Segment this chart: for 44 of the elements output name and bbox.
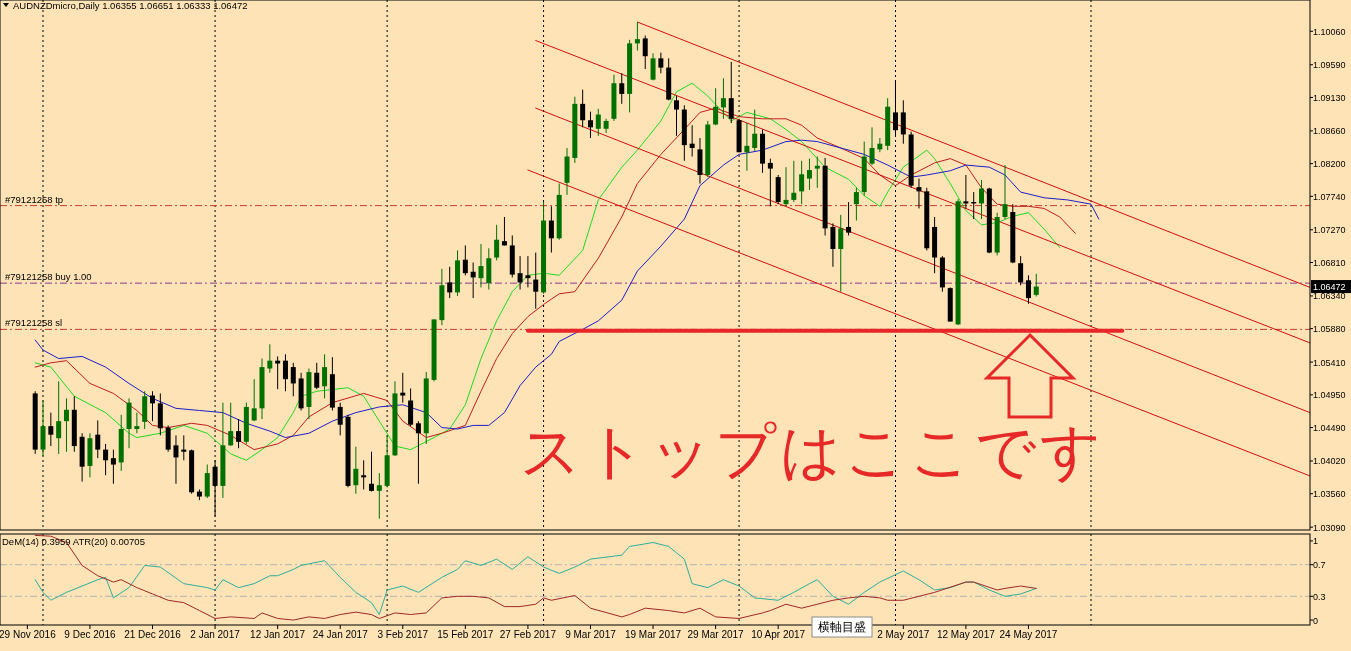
y-tick-label: 1.09590 bbox=[1313, 60, 1346, 71]
x-tick-label: 29 Mar 2017 bbox=[687, 629, 745, 640]
x-tick-label: 27 Feb 2017 bbox=[499, 629, 557, 640]
x-tick-label: 2 Jan 2017 bbox=[190, 629, 241, 640]
y-tick-label: 1.10060 bbox=[1313, 26, 1346, 37]
y-tick-label: 0.7 bbox=[1313, 560, 1326, 571]
ref-line-label: #79121258 sl bbox=[5, 317, 63, 329]
x-tick-label: 3 Feb 2017 bbox=[377, 629, 429, 640]
y-tick-label: 1.07270 bbox=[1313, 225, 1346, 236]
y-tick-label: 1.04490 bbox=[1313, 423, 1346, 434]
x-tick-label: 9 Dec 2016 bbox=[64, 629, 116, 640]
x-tick-label: 19 Mar 2017 bbox=[624, 629, 682, 640]
y-tick-label: 0.3 bbox=[1313, 591, 1326, 602]
y-tick-label: 1.06340 bbox=[1313, 291, 1346, 302]
x-tick-label: 2 May 2017 bbox=[877, 629, 930, 640]
annotation: 1.06472 bbox=[1313, 282, 1346, 293]
chart-title: AUDNZDmicro,Daily 1.06355 1.06651 1.06333 1.06472 bbox=[13, 0, 248, 11]
annotation: 横軸目盛 bbox=[818, 620, 866, 634]
x-tick-label: 10 Apr 2017 bbox=[751, 629, 806, 640]
y-tick-label: 1.05880 bbox=[1313, 324, 1346, 335]
chart-title: DeM(14) 0.3959 ATR(20) 0.00705 bbox=[2, 536, 145, 547]
ref-line-label: #79121258 tp bbox=[5, 193, 64, 205]
annotation: ストップはここです bbox=[520, 419, 1105, 485]
x-tick-label: 24 Jan 2017 bbox=[312, 629, 369, 640]
y-tick-label: 0 bbox=[1313, 615, 1319, 626]
x-tick-label: 12 May 2017 bbox=[936, 629, 996, 640]
x-tick-label: 9 Mar 2017 bbox=[565, 629, 617, 640]
x-tick-label: 21 Dec 2016 bbox=[124, 629, 182, 640]
y-tick-label: 1.09130 bbox=[1313, 92, 1346, 103]
x-tick-label: 15 Feb 2017 bbox=[437, 629, 494, 640]
x-tick-label: 12 Jan 2017 bbox=[250, 629, 306, 640]
y-tick-label: 1.05410 bbox=[1313, 357, 1346, 368]
x-tick-label: 24 May 2017 bbox=[999, 629, 1058, 640]
y-tick-label: 1.03090 bbox=[1313, 522, 1346, 533]
y-tick-label: 1.07740 bbox=[1313, 191, 1346, 202]
y-tick-label: 1.08660 bbox=[1313, 126, 1346, 137]
x-tick-label: 29 Nov 2016 bbox=[0, 629, 57, 640]
y-tick-label: 1.04950 bbox=[1313, 390, 1346, 401]
ref-line-label: #79121258 buy 1.00 bbox=[5, 271, 92, 283]
y-tick-label: 1.04020 bbox=[1313, 456, 1346, 467]
y-tick-label: 1.03560 bbox=[1313, 489, 1346, 500]
y-tick-label: 1.08200 bbox=[1313, 159, 1346, 170]
y-tick-label: 1 bbox=[1313, 536, 1319, 547]
y-tick-label: 1.06810 bbox=[1313, 258, 1346, 269]
